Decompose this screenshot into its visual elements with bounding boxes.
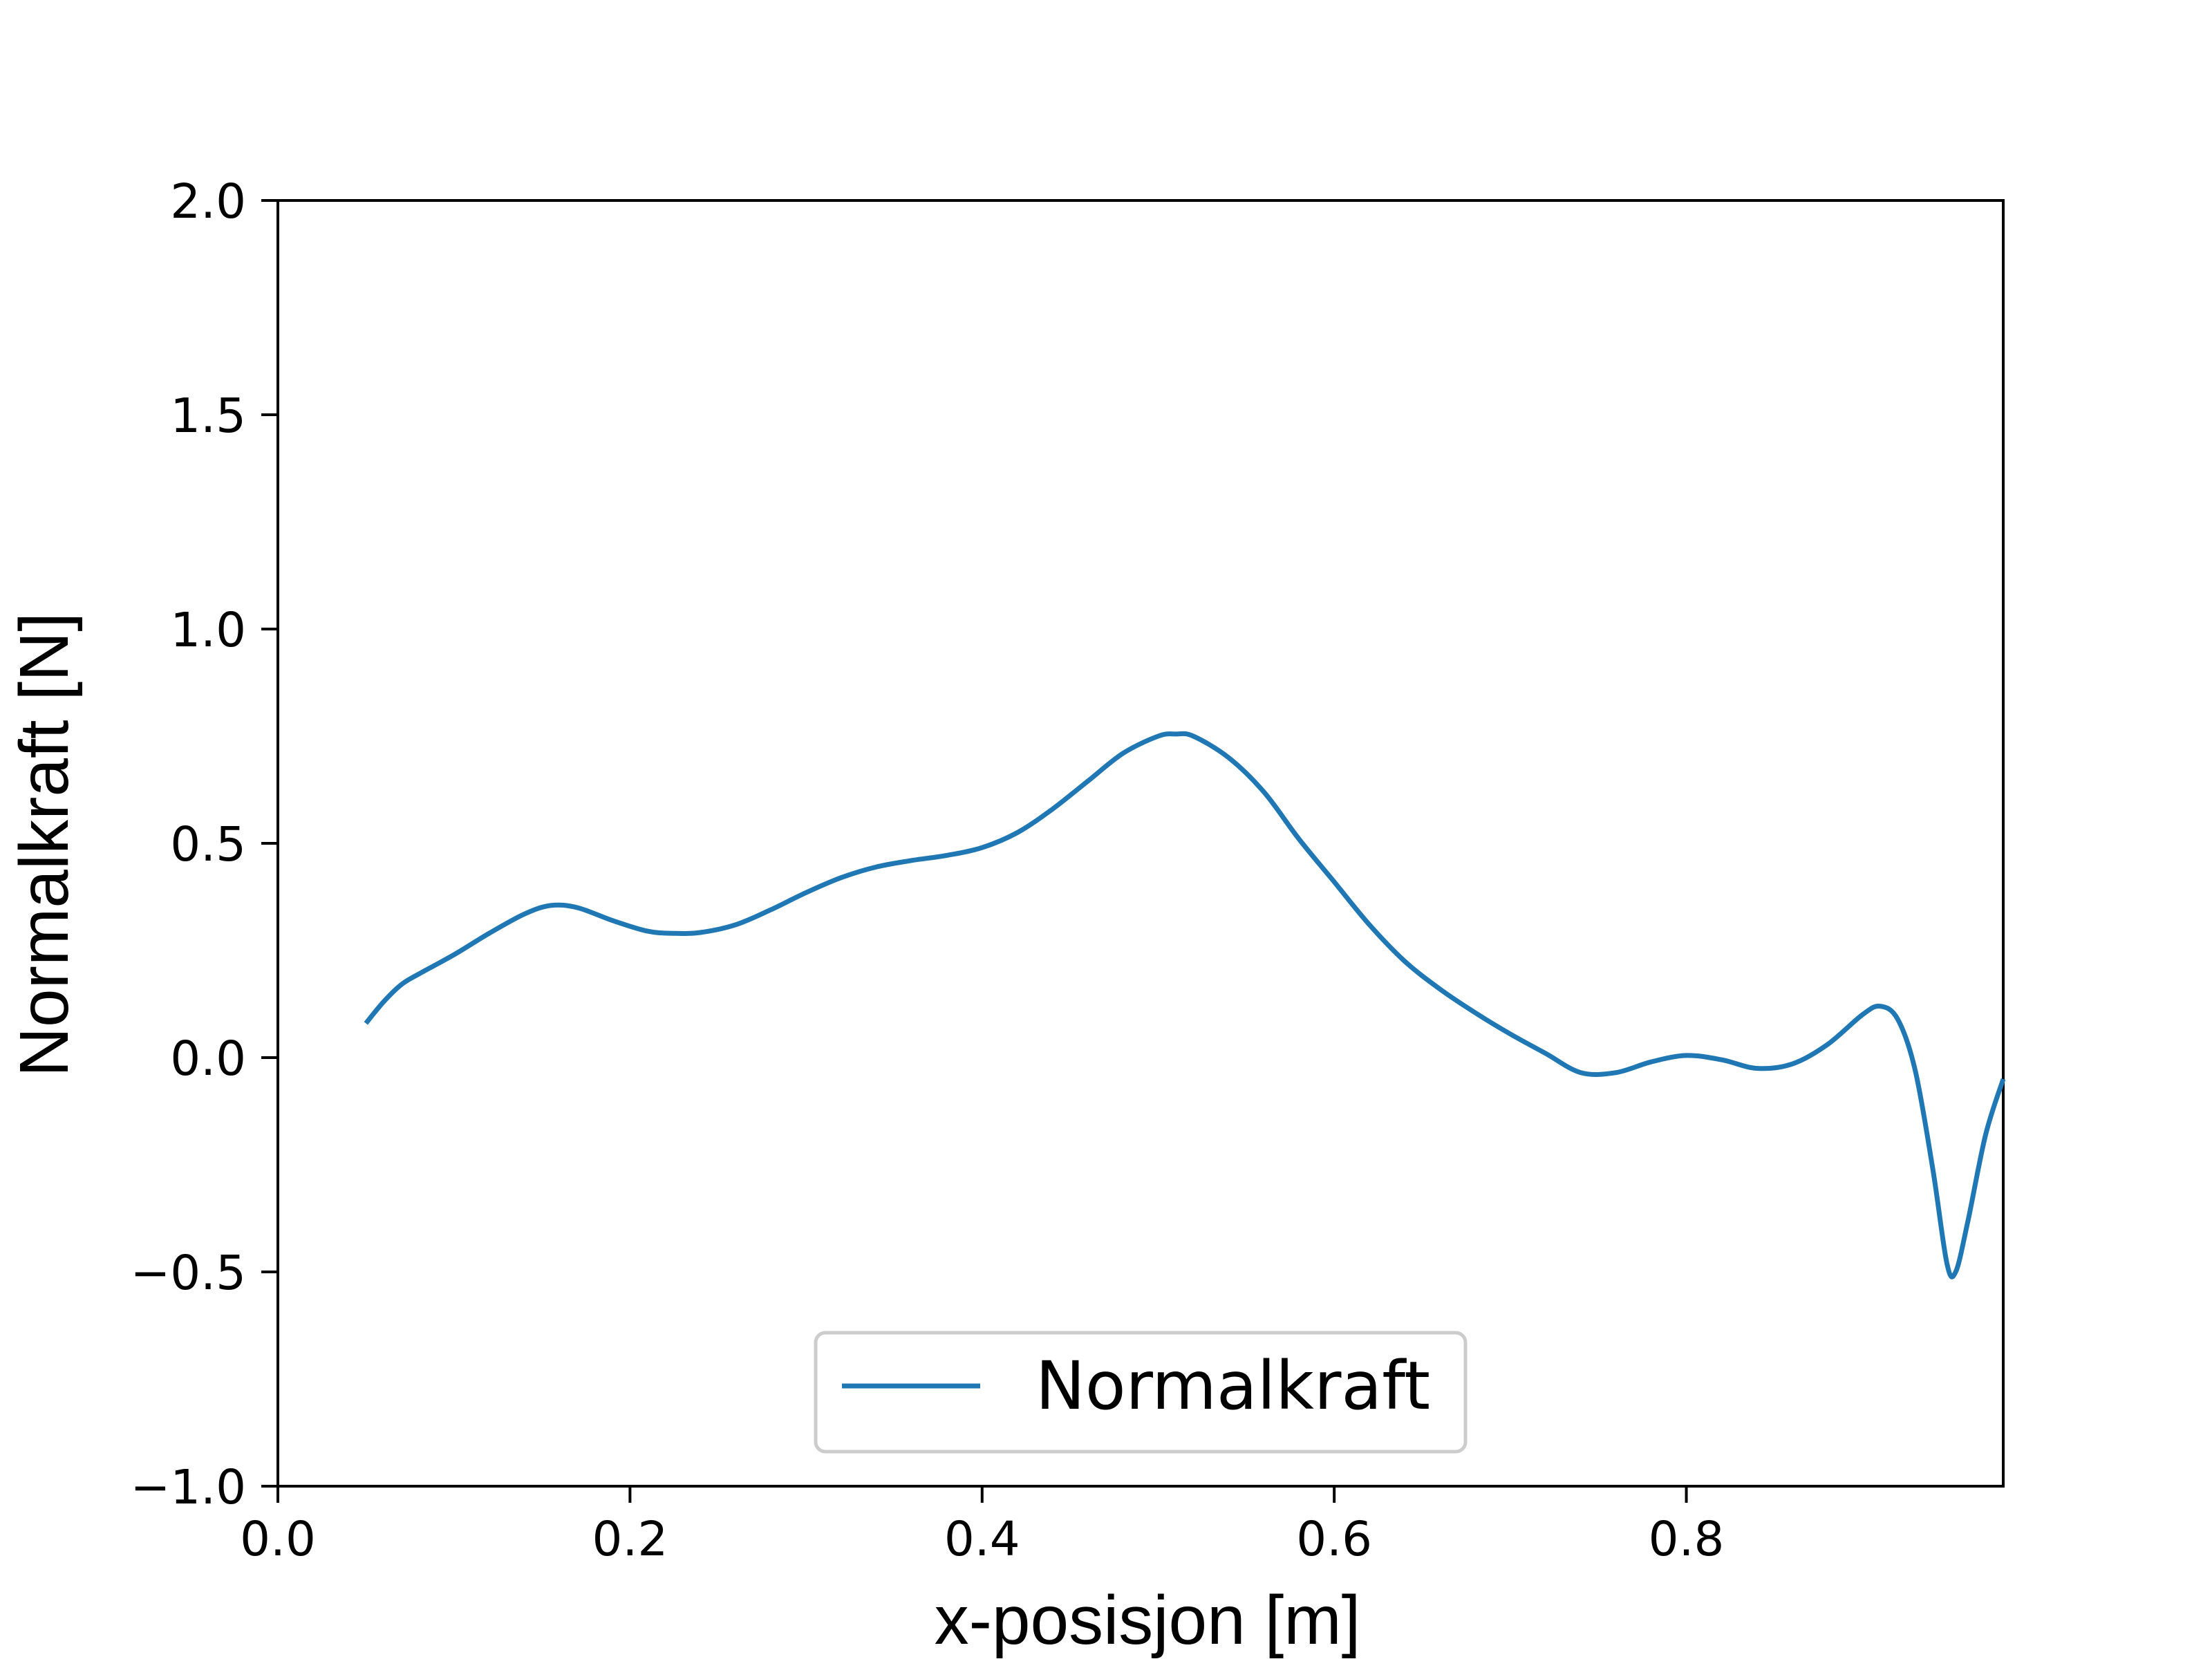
series-layer [364,731,2006,1280]
y-tick-label-6: 2.0 [170,174,246,229]
y-tick-label-3: 0.5 [170,817,246,872]
series-line-0 [364,731,2006,1280]
x-tick-label-2: 0.4 [944,1512,1020,1567]
x-axis-title: x-posisjon [m] [935,1582,1361,1659]
x-tick-label-1: 0.2 [592,1512,668,1567]
y-tick-label-4: 1.0 [170,603,246,658]
x-tick-label-4: 0.8 [1649,1512,1725,1567]
x-axis: 0.0 0.2 0.4 0.6 0.8 [240,1486,1724,1567]
y-axis: −1.0 −0.5 0.0 0.5 1.0 1.5 2.0 [130,174,278,1515]
y-tick-label-0: −1.0 [130,1460,246,1515]
y-tick-label-2: 0.0 [170,1031,246,1087]
y-axis-title: Normalkraft [N] [6,612,83,1077]
x-tick-label-0: 0.0 [240,1512,316,1567]
y-tick-label-5: 1.5 [170,388,246,444]
legend-box [814,1331,1468,1454]
x-tick-label-3: 0.6 [1296,1512,1372,1567]
legend-label: Normalkraft [1035,1347,1430,1425]
y-tick-label-1: −0.5 [130,1246,246,1301]
legend: Normalkraft [814,1331,1468,1454]
